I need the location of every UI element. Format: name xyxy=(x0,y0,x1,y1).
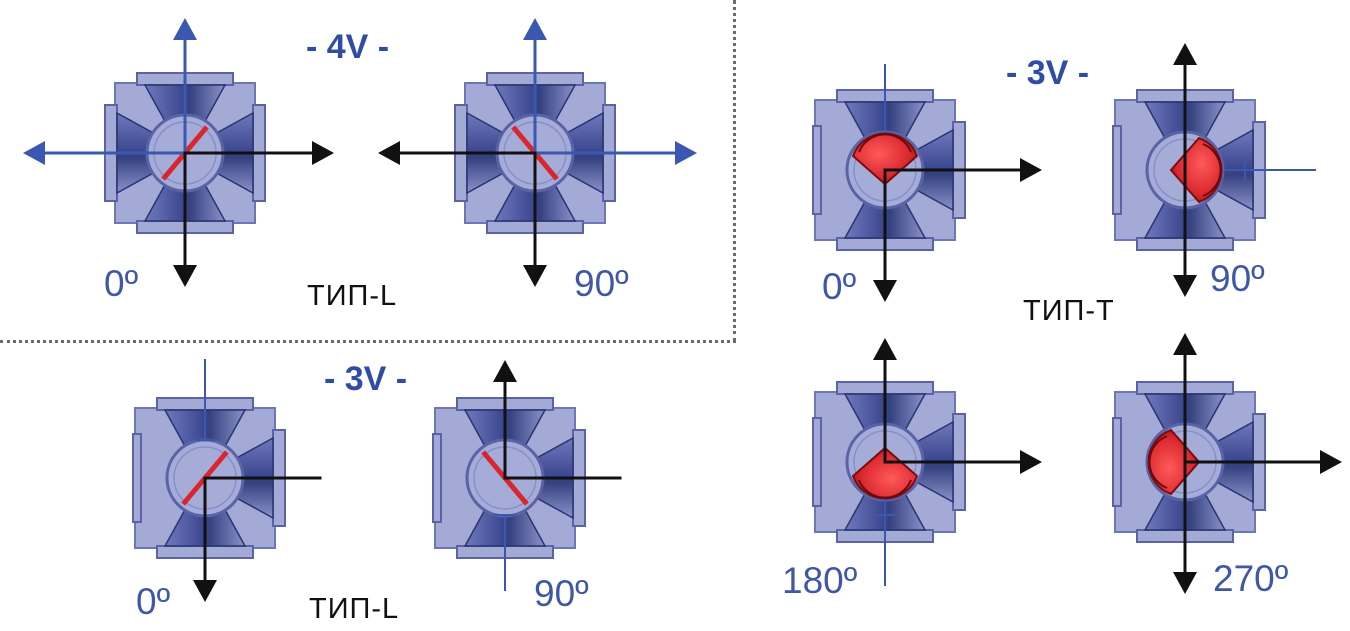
angle-3v-t-90: 90º xyxy=(1210,258,1265,299)
title-4v: - 4V - xyxy=(306,28,390,66)
angle-3v-l-0: 0º xyxy=(136,581,171,622)
title-3v-t: - 3V - xyxy=(1006,54,1090,92)
valve-3v-l-90deg xyxy=(432,360,622,591)
valve-3v-t-90deg xyxy=(1112,43,1316,297)
title-3v-l: - 3V - xyxy=(324,360,408,398)
valve-4v-90deg xyxy=(378,18,697,287)
angle-3v-t-180: 180º xyxy=(782,560,858,601)
angle-3v-t-270: 270º xyxy=(1213,558,1289,599)
type-label-4v: ТИП-L xyxy=(307,280,398,312)
divider-horizontal xyxy=(0,340,736,343)
angle-4v-90: 90º xyxy=(574,263,629,304)
divider-vertical xyxy=(733,0,736,342)
valve-3v-t-0deg xyxy=(812,64,1042,302)
type-label-3v-t: ТИП-T xyxy=(1023,295,1115,327)
valve-4v-0deg xyxy=(23,18,334,287)
angle-3v-l-90: 90º xyxy=(534,573,589,614)
valve-3v-t-270deg xyxy=(1112,333,1342,594)
angle-4v-0: 0º xyxy=(104,263,139,304)
valve-3v-l-0deg xyxy=(132,359,322,602)
valve-3v-t-180deg xyxy=(812,338,1042,586)
angle-3v-t-0: 0º xyxy=(822,266,857,307)
type-label-3v-l: ТИП-L xyxy=(309,593,400,625)
